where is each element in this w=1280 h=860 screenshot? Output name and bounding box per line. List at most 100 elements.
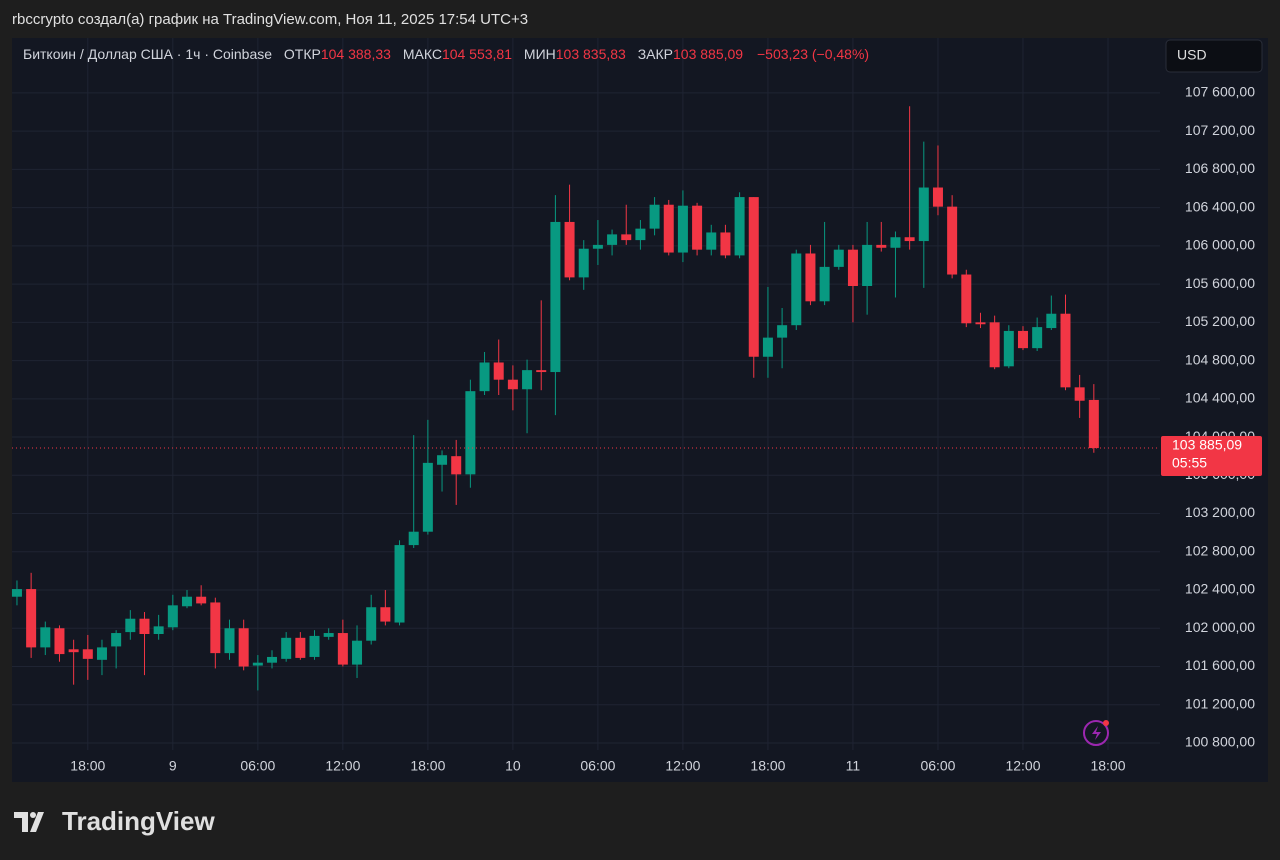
candle-body [54,628,65,655]
x-tick-label: 12:00 [325,758,360,774]
currency[interactable]: USD [1177,47,1207,63]
axes: 100 800,00 101 200,00 101 600,00 102 000,00… [70,84,1262,774]
candle-body [181,596,192,607]
candle-body [777,325,788,338]
x-tick-label: 12:00 [665,758,700,774]
candle-body [677,205,688,253]
candle-body [791,253,802,326]
candle-body [479,362,490,392]
x-tick-label: 18:00 [1090,758,1125,774]
candle-body [876,244,887,248]
candle-body [323,633,334,637]
candle-body [380,607,391,622]
candle-body [465,391,476,475]
candle-body [592,244,603,249]
candle-body [1017,330,1028,349]
y-tick-label: 106 800,00 [1185,160,1255,176]
x-tick-label: 06:00 [920,758,955,774]
candle-body [890,237,901,248]
countdown: 05:55 [1172,455,1207,471]
candle-body [11,589,22,597]
candle-body [366,607,377,641]
candle-body [720,232,731,256]
alert-ring[interactable] [1083,720,1109,746]
y-tick-label: 101 600,00 [1185,657,1255,673]
currency-button[interactable] [1165,39,1263,73]
candle-body [635,228,646,241]
legend: Биткоин / Доллар США · 1ч · Coinbase ОТК… [23,46,869,62]
candle-body [621,234,632,241]
candle-body [96,647,107,660]
alert-icon[interactable] [1083,720,1109,746]
candle-body [40,627,51,648]
candle-body [281,637,292,659]
y-tick-label: 104 800,00 [1185,351,1255,367]
candle-body [522,370,533,390]
candle-body [932,187,943,207]
y-tick-label: 102 800,00 [1185,542,1255,558]
x-tick-label: 12:00 [1005,758,1040,774]
candle-body [748,197,759,357]
x-tick-label: 06:00 [240,758,275,774]
x-tick-label: 06:00 [580,758,615,774]
candle-body [536,370,547,373]
candle-body [167,605,178,628]
candle-body [153,626,164,635]
y-tick-label: 102 000,00 [1185,619,1255,635]
y-tick-label: 107 200,00 [1185,122,1255,138]
y-tick-label: 100 800,00 [1185,734,1255,750]
candle-body [862,244,873,286]
y-tick-label: 101 200,00 [1185,695,1255,711]
candle-body [1046,313,1057,329]
y-tick-label: 106 400,00 [1185,198,1255,214]
close-value: 103 885,09 [673,46,743,62]
y-tick-label: 105 600,00 [1185,275,1255,291]
candle-body [1003,330,1014,367]
candle-body [309,635,320,657]
header: rbccrypto создал(а) график на TradingVie… [12,11,528,28]
high-value: 104 553,81 [442,46,512,62]
candle-body [1032,327,1043,349]
candle-body [493,362,504,380]
candle-body [805,253,816,302]
candle-body [125,618,136,633]
plot [11,106,1160,691]
candle-body [422,462,433,532]
candle-body [975,322,986,325]
brand-mark [14,812,44,832]
y-tick-label: 105 200,00 [1185,313,1255,329]
candle-body [437,455,448,465]
alert-dot [1103,720,1109,726]
candle-body [947,206,958,275]
candle-body [408,531,419,546]
chart-panel [12,38,1268,782]
candle-body [1074,387,1085,401]
x-tick-label: 18:00 [70,758,105,774]
high-label: МАКС [403,46,442,62]
candle-body [238,628,249,667]
x-tick-label: 18:00 [750,758,785,774]
candle-body [210,602,221,654]
grid [12,38,1160,750]
brand-dot [30,812,36,818]
candle-body [918,187,929,242]
y-tick-label: 102 400,00 [1185,581,1255,597]
candle-body [578,248,589,278]
brand: TradingView [62,806,215,836]
candle-body [961,274,972,324]
candle-body [26,589,37,648]
candle-body [564,221,575,278]
y-tick-label: 104 400,00 [1185,390,1255,406]
low-value: 103 835,83 [556,46,626,62]
candle-body [663,204,674,253]
candle-body [394,545,405,623]
alert-bolt[interactable] [1092,726,1101,740]
candle-body [607,234,618,245]
change: −503,23 (−0,48%) [757,46,869,62]
open-value: 104 388,33 [321,46,391,62]
x-tick-label: 10 [505,758,521,774]
x-tick-label: 18:00 [410,758,445,774]
candle-body [904,237,915,242]
